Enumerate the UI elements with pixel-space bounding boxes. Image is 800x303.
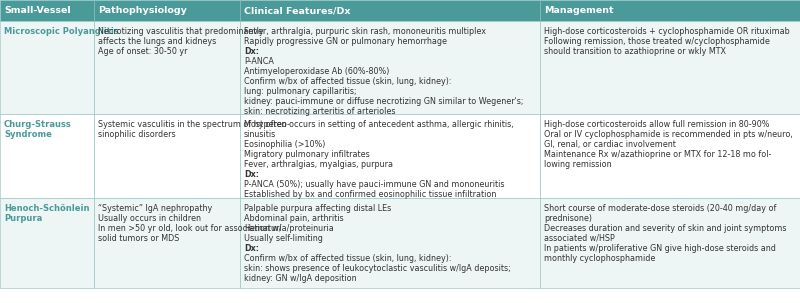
Bar bbox=[240, 114, 540, 198]
Text: Following remission, those treated w/cyclophosphamide: Following remission, those treated w/cyc… bbox=[544, 37, 770, 45]
Bar bbox=[0, 198, 94, 288]
Text: Rapidly progressive GN or pulmonary hemorrhage: Rapidly progressive GN or pulmonary hemo… bbox=[244, 37, 447, 45]
Bar bbox=[0, 21, 94, 114]
Text: kidney: pauci-immune or diffuse necrotizing GN similar to Wegener's;: kidney: pauci-immune or diffuse necrotiz… bbox=[244, 97, 523, 106]
Text: Microscopic Polyangiitis: Microscopic Polyangiitis bbox=[4, 26, 118, 35]
Text: lung: pulmonary capillaritis;: lung: pulmonary capillaritis; bbox=[244, 87, 357, 96]
Text: Eosinophilia (>10%): Eosinophilia (>10%) bbox=[244, 140, 326, 149]
Text: “Systemic” IgA nephropathy: “Systemic” IgA nephropathy bbox=[98, 204, 213, 212]
Bar bbox=[540, 21, 800, 114]
Text: associated w/HSP: associated w/HSP bbox=[544, 234, 614, 243]
Bar bbox=[240, 198, 540, 288]
Text: Hematuria/proteinuria: Hematuria/proteinuria bbox=[244, 224, 334, 233]
Text: Antimyeloperoxidase Ab (60%-80%): Antimyeloperoxidase Ab (60%-80%) bbox=[244, 67, 390, 76]
Text: Small-Vessel: Small-Vessel bbox=[4, 6, 70, 15]
Text: Henoch-Schönlein
Purpura: Henoch-Schönlein Purpura bbox=[4, 204, 90, 223]
Text: Dx:: Dx: bbox=[244, 244, 259, 253]
Text: Fever, arthralgia, purpuric skin rash, mononeuritis multiplex: Fever, arthralgia, purpuric skin rash, m… bbox=[244, 26, 486, 35]
Bar bbox=[540, 0, 800, 21]
Bar bbox=[540, 198, 800, 288]
Text: Oral or IV cyclophosphamide is recommended in pts w/neuro,: Oral or IV cyclophosphamide is recommend… bbox=[544, 130, 793, 138]
Text: Systemic vasculitis in the spectrum of hypereo-: Systemic vasculitis in the spectrum of h… bbox=[98, 119, 290, 128]
Text: skin: shows presence of leukocytoclastic vasculitis w/IgA deposits;: skin: shows presence of leukocytoclastic… bbox=[244, 264, 510, 273]
Bar bbox=[94, 114, 240, 198]
Text: Most often occurs in setting of antecedent asthma, allergic rhinitis,: Most often occurs in setting of antecede… bbox=[244, 119, 514, 128]
Text: Palpable purpura affecting distal LEs: Palpable purpura affecting distal LEs bbox=[244, 204, 391, 212]
Text: High-dose corticosteroids allow full remission in 80-90%: High-dose corticosteroids allow full rem… bbox=[544, 119, 770, 128]
Text: sinophilic disorders: sinophilic disorders bbox=[98, 130, 176, 138]
Text: Age of onset: 30-50 yr: Age of onset: 30-50 yr bbox=[98, 47, 188, 56]
Text: Short course of moderate-dose steroids (20-40 mg/day of: Short course of moderate-dose steroids (… bbox=[544, 204, 776, 212]
Text: Maintenance Rx w/azathioprine or MTX for 12-18 mo fol-: Maintenance Rx w/azathioprine or MTX for… bbox=[544, 150, 771, 159]
Text: Migratory pulmonary infiltrates: Migratory pulmonary infiltrates bbox=[244, 150, 370, 159]
Text: In patients w/proliferative GN give high-dose steroids and: In patients w/proliferative GN give high… bbox=[544, 244, 776, 253]
Text: solid tumors or MDS: solid tumors or MDS bbox=[98, 234, 180, 243]
Bar bbox=[94, 0, 240, 21]
Text: Clinical Features/Dx: Clinical Features/Dx bbox=[244, 6, 350, 15]
Text: Dx:: Dx: bbox=[244, 170, 259, 179]
Bar bbox=[240, 0, 540, 21]
Text: should transition to azathioprine or wkly MTX: should transition to azathioprine or wkl… bbox=[544, 47, 726, 56]
Text: P-ANCA (50%); usually have pauci-immune GN and mononeuritis: P-ANCA (50%); usually have pauci-immune … bbox=[244, 180, 505, 189]
Bar bbox=[540, 114, 800, 198]
Text: In men >50 yr old, look out for association w/: In men >50 yr old, look out for associat… bbox=[98, 224, 282, 233]
Text: Fever, arthralgias, myalgias, purpura: Fever, arthralgias, myalgias, purpura bbox=[244, 160, 393, 169]
Text: Pathophysiology: Pathophysiology bbox=[98, 6, 187, 15]
Text: GI, renal, or cardiac involvement: GI, renal, or cardiac involvement bbox=[544, 140, 676, 149]
Text: Abdominal pain, arthritis: Abdominal pain, arthritis bbox=[244, 214, 344, 223]
Text: lowing remission: lowing remission bbox=[544, 160, 612, 169]
Text: Decreases duration and severity of skin and joint symptoms: Decreases duration and severity of skin … bbox=[544, 224, 786, 233]
Bar bbox=[94, 21, 240, 114]
Text: Usually occurs in children: Usually occurs in children bbox=[98, 214, 202, 223]
Text: Churg-Strauss
Syndrome: Churg-Strauss Syndrome bbox=[4, 119, 72, 139]
Text: skin: necrotizing arteritis of arterioles: skin: necrotizing arteritis of arteriole… bbox=[244, 107, 395, 116]
Bar bbox=[0, 114, 94, 198]
Text: Established by bx and confirmed eosinophilic tissue infiltration: Established by bx and confirmed eosinoph… bbox=[244, 190, 496, 199]
Text: Confirm w/bx of affected tissue (skin, lung, kidney):: Confirm w/bx of affected tissue (skin, l… bbox=[244, 254, 451, 263]
Text: High-dose corticosteroids + cyclophosphamide OR rituximab: High-dose corticosteroids + cyclophospha… bbox=[544, 26, 790, 35]
Text: prednisone): prednisone) bbox=[544, 214, 592, 223]
Text: P-ANCA: P-ANCA bbox=[244, 57, 274, 66]
Text: kidney: GN w/IgA deposition: kidney: GN w/IgA deposition bbox=[244, 274, 357, 283]
Bar bbox=[240, 21, 540, 114]
Text: Confirm w/bx of affected tissue (skin, lung, kidney):: Confirm w/bx of affected tissue (skin, l… bbox=[244, 77, 451, 86]
Bar bbox=[0, 0, 94, 21]
Text: Necrotizing vasculitis that predominantly: Necrotizing vasculitis that predominantl… bbox=[98, 26, 264, 35]
Text: Usually self-limiting: Usually self-limiting bbox=[244, 234, 323, 243]
Text: affects the lungs and kidneys: affects the lungs and kidneys bbox=[98, 37, 217, 45]
Text: sinusitis: sinusitis bbox=[244, 130, 276, 138]
Text: Management: Management bbox=[544, 6, 614, 15]
Text: monthly cyclophosphamide: monthly cyclophosphamide bbox=[544, 254, 655, 263]
Text: Dx:: Dx: bbox=[244, 47, 259, 56]
Bar bbox=[94, 198, 240, 288]
